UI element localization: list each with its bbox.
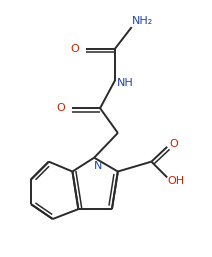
Text: NH₂: NH₂: [132, 16, 153, 26]
Text: O: O: [170, 139, 179, 149]
Text: N: N: [94, 161, 102, 171]
Text: O: O: [70, 44, 79, 54]
Text: OH: OH: [167, 176, 185, 186]
Text: NH: NH: [116, 78, 133, 87]
Text: O: O: [56, 103, 65, 113]
